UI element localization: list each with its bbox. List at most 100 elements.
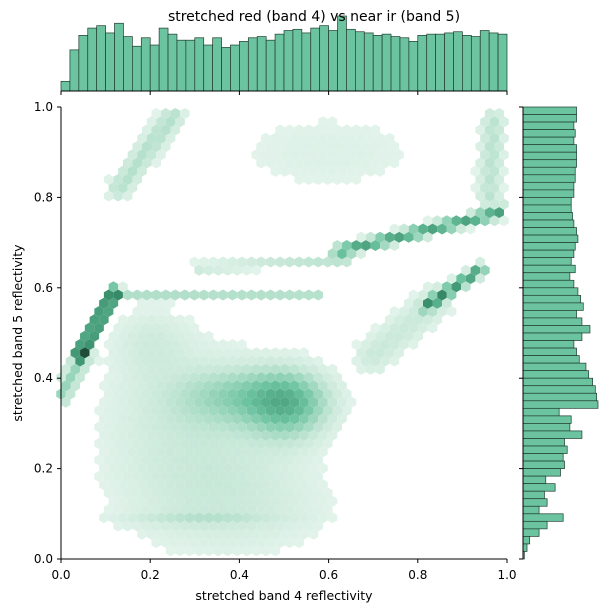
marginal-x-bar	[310, 27, 321, 92]
hexbin-cell	[146, 462, 157, 474]
hexbin-cell	[308, 149, 319, 161]
marginal-y-bar	[522, 144, 577, 153]
hexbin-cell	[203, 528, 214, 540]
hexbin-cell	[222, 264, 233, 276]
hexbin-cell	[113, 520, 123, 532]
hexbin-cell	[208, 339, 219, 350]
hexbin-cell	[184, 495, 195, 507]
hexbin-cell	[222, 495, 233, 507]
hexbin-cell	[294, 504, 304, 515]
hexbin-cell	[161, 306, 171, 317]
marginal-y-bar	[522, 317, 583, 326]
hexbin-cell	[303, 141, 314, 152]
marginal-y-bar	[522, 340, 575, 349]
hexbin-cell	[232, 347, 242, 359]
x-tick-label: 0.6	[319, 568, 338, 582]
y-tick-label: 0.2	[34, 462, 53, 476]
hexbin-cell	[275, 372, 285, 383]
hexbin-cell	[122, 157, 133, 169]
hexbin-cell	[265, 289, 276, 301]
hexbin-cell	[137, 132, 147, 144]
hexbin-cell	[284, 487, 295, 499]
hexbin-cell	[361, 141, 371, 152]
hexbin-cell	[313, 405, 323, 416]
hexbin-cell	[470, 182, 481, 194]
hexbin-cell	[132, 504, 142, 515]
hexbin-cell	[113, 388, 123, 400]
hexbin-cell	[132, 487, 142, 499]
hexbin-cell	[165, 347, 176, 359]
hexbin-cell	[203, 413, 214, 425]
hexbin-cell	[118, 462, 128, 474]
hexbin-cell	[132, 339, 142, 350]
hexbin-cell	[480, 116, 490, 128]
hexbin-cell	[475, 190, 485, 202]
hexbin-cell	[361, 124, 371, 136]
hexbin-cell	[313, 487, 323, 499]
hexbin-cell	[261, 413, 271, 425]
hexbin-cell	[351, 124, 362, 136]
hexbin-cell	[132, 289, 142, 301]
hexbin-cell	[365, 149, 376, 161]
hexbin-cell	[232, 462, 242, 474]
hexbin-cell	[213, 479, 223, 491]
hexbin-cell	[208, 471, 219, 482]
hexbin-cell	[170, 438, 181, 449]
marginal-y-bar	[522, 355, 580, 364]
hexbin-cell	[151, 124, 162, 136]
hexbin-cell	[151, 421, 162, 433]
hexbin-cell	[327, 116, 338, 128]
hexbin-cell	[484, 157, 495, 169]
hexbin-cell	[332, 124, 343, 136]
marginal-y-bar	[522, 181, 575, 191]
hexbin-cell	[299, 512, 309, 524]
hexbin-cell	[161, 108, 171, 119]
hexbin-cell	[113, 174, 123, 185]
hexbin-cell	[108, 413, 119, 425]
hexbin-cell	[199, 438, 209, 449]
hexbin-cell	[146, 512, 157, 524]
hexbin-cell	[146, 396, 157, 408]
hexbin-cell	[261, 149, 271, 161]
hexbin-cell	[141, 355, 152, 367]
hexbin-cell	[332, 256, 343, 268]
hexbin-cell	[299, 149, 309, 161]
hexbin-cell	[318, 363, 328, 375]
hexbin-cell	[108, 297, 119, 309]
hexbin-cell	[318, 462, 328, 474]
hexbin-cell	[146, 330, 157, 342]
marginal-x-bar	[114, 22, 124, 92]
hexbin-cell	[232, 479, 242, 491]
marginal-x-bar	[462, 34, 472, 92]
hexbin-cell	[232, 446, 242, 458]
hexbin-cell	[113, 372, 123, 383]
hexbin-cell	[327, 429, 338, 441]
hexbin-cell	[170, 372, 181, 383]
hexbin-cell	[318, 479, 328, 491]
hexbin-cell	[280, 528, 290, 540]
hexbin-cell	[132, 471, 142, 482]
hexbin-cell	[194, 528, 204, 540]
hexbin-cell	[484, 174, 495, 185]
hexbin-cell	[165, 396, 176, 408]
marginal-y-bar	[522, 234, 579, 243]
hexbin-cell	[237, 454, 247, 466]
hexbin-cell	[218, 421, 228, 433]
hexbin-cell	[261, 446, 271, 458]
hexbin-cell	[280, 512, 290, 524]
hexbin-cell	[308, 429, 319, 441]
hexbin-cell	[256, 388, 266, 400]
marginal-y-histogram	[519, 106, 599, 560]
marginal-x-bar	[453, 31, 463, 92]
hexbin-cell	[208, 289, 219, 301]
hexbin-cell	[246, 372, 257, 383]
hexbin-cell	[94, 355, 104, 367]
hexbin-cell	[265, 388, 276, 400]
hexbin-cell	[327, 512, 338, 524]
hexbin-cell	[289, 479, 300, 491]
hexbin-cell	[489, 149, 500, 161]
hexbin-cell	[346, 132, 357, 144]
hexbin-cell	[137, 297, 147, 309]
hexbin-cell	[356, 149, 366, 161]
